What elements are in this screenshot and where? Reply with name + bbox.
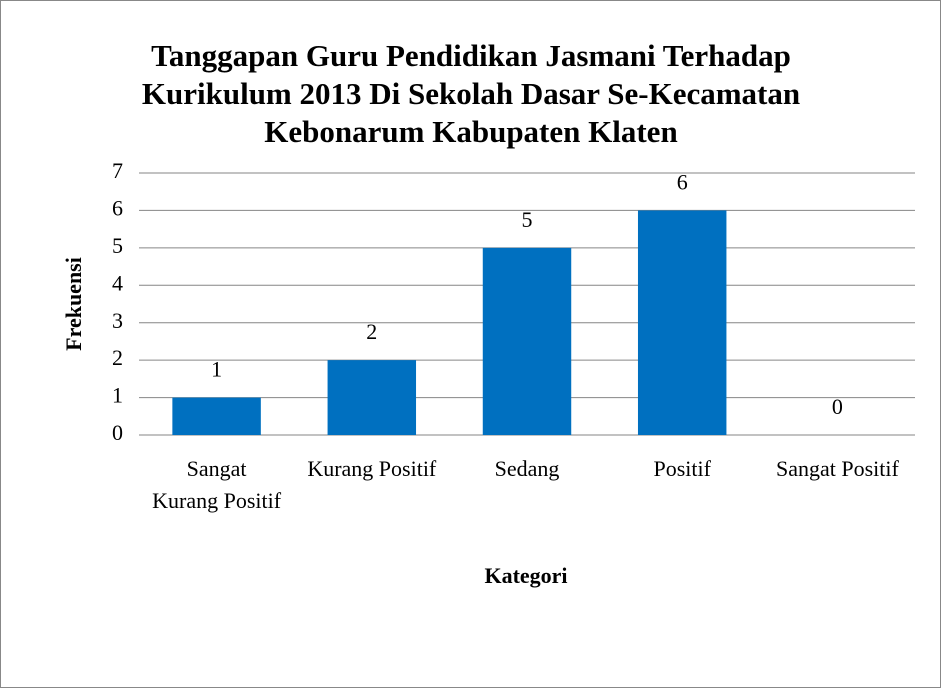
y-tick-label: 4 bbox=[112, 270, 123, 295]
y-tick-label: 2 bbox=[112, 345, 123, 370]
x-tick-label: Kurang Positif bbox=[307, 456, 437, 481]
y-tick-label: 5 bbox=[112, 233, 123, 258]
chart-title: Tanggapan Guru Pendidikan Jasmani Terhad… bbox=[141, 38, 801, 149]
bar bbox=[172, 397, 261, 435]
data-label: 0 bbox=[832, 394, 843, 419]
y-tick-label: 1 bbox=[112, 383, 123, 408]
x-tick-label: Sangat Positif bbox=[775, 456, 899, 481]
data-label: 1 bbox=[211, 357, 222, 382]
y-tick-label: 7 bbox=[112, 158, 123, 183]
data-label: 2 bbox=[366, 319, 377, 344]
bar bbox=[482, 247, 572, 435]
x-tick-label: Sangat Kurang Positif bbox=[152, 456, 282, 513]
bar bbox=[637, 210, 727, 435]
x-axis-label: Kategori bbox=[484, 563, 568, 588]
y-tick-label: 0 bbox=[112, 420, 123, 445]
x-tick-label: Positif bbox=[653, 456, 711, 481]
y-tick-label: 3 bbox=[112, 308, 123, 333]
data-label: 6 bbox=[677, 169, 688, 194]
y-tick-label: 6 bbox=[112, 195, 123, 220]
data-label: 5 bbox=[522, 207, 533, 232]
y-axis-label: Frekuensi bbox=[61, 257, 86, 351]
x-tick-label: Sedang bbox=[494, 456, 560, 481]
bar bbox=[327, 360, 417, 435]
